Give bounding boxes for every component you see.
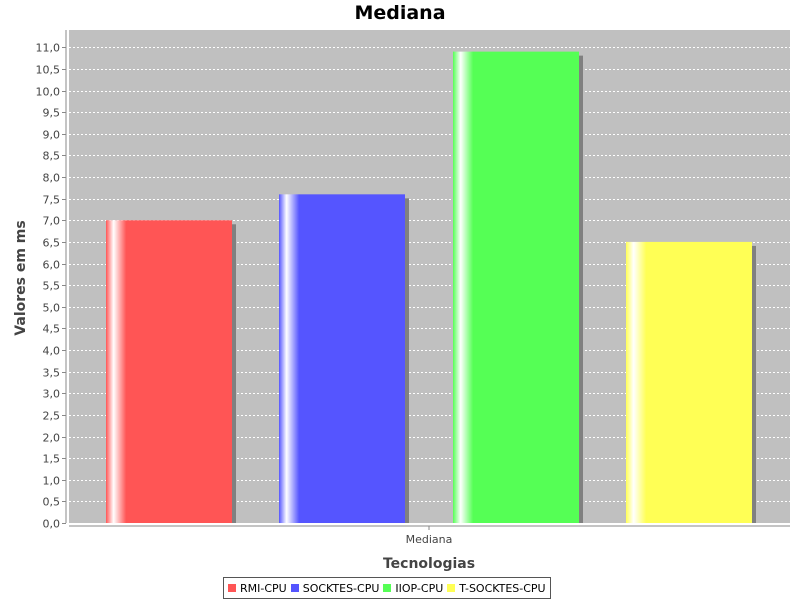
y-tick-label: 1,0 bbox=[43, 475, 61, 488]
y-tick-label: 11,0 bbox=[36, 42, 61, 55]
bar-rmi-cpu bbox=[106, 220, 232, 523]
y-tick-label: 3,5 bbox=[43, 367, 61, 380]
legend-item: RMI-CPU bbox=[228, 582, 287, 595]
y-axis: 0,0 0,5 1,0 1,5 2,0 2,5 3,0 3,5 4,0 4,5 5,0 5,5 6,0 6… bbox=[36, 30, 67, 531]
y-tick-label: 7,5 bbox=[43, 194, 61, 207]
legend: RMI-CPU SOCKTES-CPU IIOP-CPU T-SOCKTES-CPU bbox=[223, 577, 551, 599]
y-tick-label: 2,5 bbox=[43, 410, 61, 423]
legend-swatch bbox=[383, 584, 392, 592]
y-tick-label: 9,0 bbox=[43, 129, 61, 142]
x-axis-label: Tecnologias bbox=[383, 556, 475, 572]
y-tick-label: 10,5 bbox=[36, 64, 61, 77]
y-tick-label: 10,0 bbox=[36, 86, 61, 99]
legend-swatch bbox=[228, 584, 236, 592]
x-category-label: Mediana bbox=[406, 533, 453, 546]
y-tick-label: 0,0 bbox=[43, 518, 61, 531]
legend-swatch bbox=[290, 584, 299, 592]
y-tick-label: 8,0 bbox=[43, 172, 61, 185]
legend-swatch bbox=[447, 584, 456, 592]
y-tick-label: 0,5 bbox=[43, 496, 61, 509]
y-tick-label: 2,0 bbox=[43, 432, 61, 445]
y-tick-label: 6,5 bbox=[43, 237, 61, 250]
y-tick-label: 6,0 bbox=[43, 259, 61, 272]
bar-iiop-cpu bbox=[453, 51, 579, 524]
chart-title: Mediana bbox=[354, 2, 446, 24]
legend-label: SOCKTES-CPU bbox=[302, 581, 380, 595]
y-tick-label: 4,0 bbox=[43, 345, 61, 358]
bar-socktes-cpu bbox=[279, 194, 405, 524]
legend-item: SOCKTES-CPU bbox=[290, 581, 380, 595]
legend-label: IIOP-CPU bbox=[395, 581, 444, 595]
legend-label: T-SOCKTES-CPU bbox=[459, 581, 546, 595]
bars bbox=[106, 51, 756, 524]
legend-item: IIOP-CPU bbox=[383, 582, 443, 595]
y-tick-label: 7,0 bbox=[43, 215, 61, 228]
y-tick-label: 5,5 bbox=[43, 280, 61, 293]
y-tick-label: 3,0 bbox=[43, 388, 61, 401]
y-axis-label: Valores em ms bbox=[13, 220, 29, 335]
bar-t-socktes-cpu bbox=[626, 241, 752, 523]
y-tick-label: 4,5 bbox=[43, 323, 61, 336]
y-tick-label: 5,0 bbox=[43, 302, 61, 315]
x-axis bbox=[69, 525, 790, 530]
legend-label: RMI-CPU bbox=[240, 581, 287, 595]
legend-item: T-SOCKTES-CPU bbox=[447, 581, 546, 595]
y-tick-label: 8,5 bbox=[43, 150, 61, 163]
y-tick-label: 9,5 bbox=[43, 107, 61, 120]
y-tick-label: 1,5 bbox=[43, 453, 61, 466]
